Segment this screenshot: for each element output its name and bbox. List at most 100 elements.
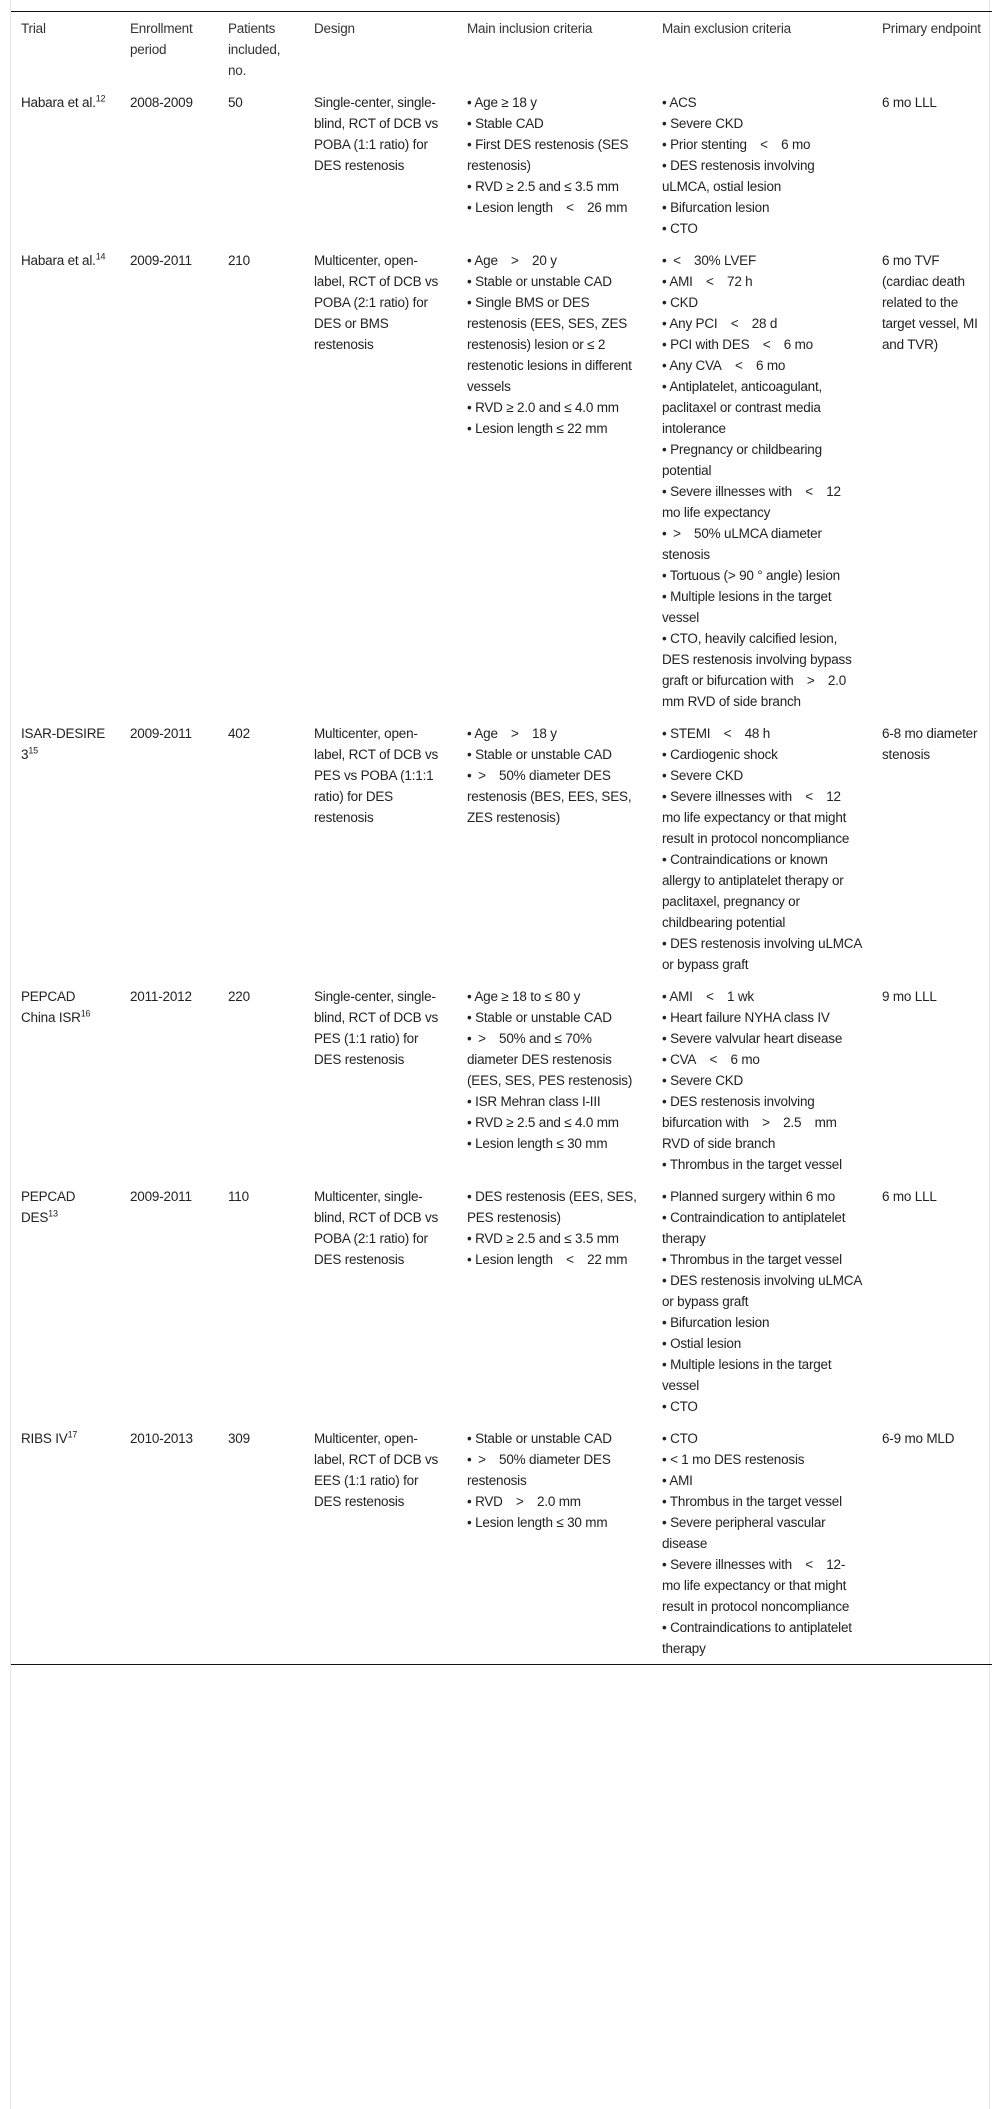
reference-superscript: 14 bbox=[95, 251, 106, 262]
exclusion-item: • Pregnancy or childbearing potential bbox=[662, 442, 822, 478]
table-row: PEPCAD DES13 2009-2011 110 Multicenter, sin… bbox=[11, 1180, 992, 1422]
trial-cell: PEPCAD China ISR16 bbox=[11, 980, 120, 1180]
patients-count: 210 bbox=[228, 253, 250, 268]
exclusion-item: • Heart failure NYHA class IV bbox=[662, 1010, 830, 1025]
patients-cell: 50 bbox=[218, 86, 304, 244]
exclusion-item: • Severe CKD bbox=[662, 116, 744, 131]
trial-name: Habara et al. bbox=[21, 95, 96, 110]
header-design: Design bbox=[314, 21, 355, 36]
exclusion-cell: • STEMI < 48 h • Cardiogenic shock • Sever… bbox=[652, 717, 872, 980]
trial-name: PEPCAD DES bbox=[21, 1189, 76, 1225]
primary-endpoint: 6 mo LLL bbox=[882, 95, 937, 110]
design-text: Multicenter, open-label, RCT of DCB vs P… bbox=[314, 726, 439, 825]
enrollment-period-cell: 2011-2012 bbox=[120, 980, 218, 1180]
inclusion-cell: • Age > 18 y • Stable or unstable CAD • > … bbox=[457, 717, 652, 980]
patients-cell: 210 bbox=[218, 244, 304, 717]
exclusion-item: • Contraindication to antiplatelet thera… bbox=[662, 1210, 846, 1246]
inclusion-item: • RVD > 2.0 mm bbox=[467, 1494, 581, 1509]
inclusion-item: • Lesion length ≤ 22 mm bbox=[467, 421, 608, 436]
inclusion-item: • Age > 18 y bbox=[467, 726, 557, 741]
exclusion-item: • Severe peripheral vascular disease bbox=[662, 1515, 826, 1551]
exclusion-item: • > 50% uLMCA diameter stenosis bbox=[662, 526, 822, 562]
exclusion-item: • Planned surgery within 6 mo bbox=[662, 1189, 836, 1204]
inclusion-item: • Lesion length < 26 mm bbox=[467, 200, 628, 215]
exclusion-item: • Any CVA < 6 mo bbox=[662, 358, 786, 373]
primary-endpoint-cell: 6-9 mo MLD bbox=[872, 1422, 992, 1665]
inclusion-item: • Lesion length ≤ 30 mm bbox=[467, 1136, 608, 1151]
design-text: Multicenter, open-label, RCT of DCB vs E… bbox=[314, 1431, 439, 1509]
inclusion-item: • > 50% diameter DES restenosis bbox=[467, 1452, 611, 1488]
table-row: RIBS IV17 2010-2013 309 Multicenter, open-l… bbox=[11, 1422, 992, 1665]
reference-superscript: 16 bbox=[80, 1008, 91, 1019]
exclusion-cell: • AMI < 1 wk • Heart failure NYHA class I… bbox=[652, 980, 872, 1180]
design-cell: Multicenter, single-blind, RCT of DCB vs… bbox=[304, 1180, 457, 1422]
exclusion-item: • Thrombus in the target vessel bbox=[662, 1494, 842, 1509]
header-primary-endpoint: Primary endpoint bbox=[882, 21, 981, 36]
exclusion-cell: • < 30% LVEF • AMI < 72 h • CKD • Any PCI <… bbox=[652, 244, 872, 717]
exclusion-item: • Multiple lesions in the target vessel bbox=[662, 589, 832, 625]
design-text: Single-center, single-blind, RCT of DCB … bbox=[314, 989, 439, 1067]
exclusion-item: • Severe CKD bbox=[662, 1073, 744, 1088]
trial-cell: ISAR-DESIRE 315 bbox=[11, 717, 120, 980]
enrollment-period: 2008-2009 bbox=[130, 95, 193, 110]
exclusion-item: • CKD bbox=[662, 295, 698, 310]
inclusion-cell: • Stable or unstable CAD • > 50% diameter… bbox=[457, 1422, 652, 1665]
trial-cell: PEPCAD DES13 bbox=[11, 1180, 120, 1422]
table-row: Habara et al.14 2009-2011 210 Multicenter, … bbox=[11, 244, 992, 717]
table-row: PEPCAD China ISR16 2011-2012 220 Single-cen… bbox=[11, 980, 992, 1180]
primary-endpoint: 6-9 mo MLD bbox=[882, 1431, 955, 1446]
inclusion-cell: • Age > 20 y • Stable or unstable CAD • Si… bbox=[457, 244, 652, 717]
design-cell: Multicenter, open-label, RCT of DCB vs P… bbox=[304, 244, 457, 717]
exclusion-item: • ACS bbox=[662, 95, 697, 110]
patients-count: 402 bbox=[228, 726, 250, 741]
primary-endpoint: 6 mo LLL bbox=[882, 1189, 937, 1204]
primary-endpoint-cell: 6 mo TVF (cardiac death related to the t… bbox=[872, 244, 992, 717]
inclusion-cell: • Age ≥ 18 y • Stable CAD • First DES rest… bbox=[457, 86, 652, 244]
exclusion-item: • Severe illnesses with < 12-mo life exp… bbox=[662, 1557, 850, 1614]
exclusion-item: • DES restenosis involving uLMCA or bypa… bbox=[662, 936, 862, 972]
inclusion-item: • Stable CAD bbox=[467, 116, 544, 131]
trial-name: ISAR-DESIRE 3 bbox=[21, 726, 106, 762]
inclusion-item: • > 50% diameter DES restenosis (BES, EE… bbox=[467, 768, 632, 825]
design-text: Multicenter, open-label, RCT of DCB vs P… bbox=[314, 253, 439, 352]
inclusion-item: • Lesion length < 22 mm bbox=[467, 1252, 628, 1267]
exclusion-item: • Multiple lesions in the target vessel bbox=[662, 1357, 832, 1393]
primary-endpoint-cell: 6 mo LLL bbox=[872, 86, 992, 244]
exclusion-item: • DES restenosis involving bifurcation w… bbox=[662, 1094, 837, 1151]
exclusion-item: • Bifurcation lesion bbox=[662, 1315, 770, 1330]
design-cell: Single-center, single-blind, RCT of DCB … bbox=[304, 86, 457, 244]
inclusion-item: • RVD ≥ 2.5 and ≤ 4.0 mm bbox=[467, 1115, 619, 1130]
page-frame bbox=[10, 0, 990, 2109]
table-header-row: Trial Enrollment period Patients include… bbox=[11, 11, 992, 87]
exclusion-item: • CTO bbox=[662, 1399, 698, 1414]
inclusion-item: • Age ≥ 18 y bbox=[467, 95, 537, 110]
enrollment-period: 2009-2011 bbox=[130, 1189, 192, 1204]
exclusion-item: • Severe valvular heart disease bbox=[662, 1031, 843, 1046]
table-row: Habara et al.12 2008-2009 50 Single-center,… bbox=[11, 86, 992, 244]
exclusion-item: • Antiplatelet, anticoagulant, paclitaxe… bbox=[662, 379, 823, 436]
header-inclusion: Main inclusion criteria bbox=[467, 21, 593, 36]
exclusion-item: • Ostial lesion bbox=[662, 1336, 742, 1351]
exclusion-item: • DES restenosis involving uLMCA or bypa… bbox=[662, 1273, 862, 1309]
inclusion-item: • Lesion length ≤ 30 mm bbox=[467, 1515, 608, 1530]
patients-count: 309 bbox=[228, 1431, 250, 1446]
exclusion-item: • CTO, heavily calcified lesion, DES res… bbox=[662, 631, 860, 709]
patients-cell: 110 bbox=[218, 1180, 304, 1422]
exclusion-cell: • ACS • Severe CKD • Prior stenting < 6 mo… bbox=[652, 86, 872, 244]
inclusion-item: • Stable or unstable CAD bbox=[467, 747, 612, 762]
exclusion-item: • Any PCI < 28 d bbox=[662, 316, 778, 331]
reference-superscript: 13 bbox=[48, 1208, 58, 1219]
reference-superscript: 15 bbox=[28, 745, 38, 756]
enrollment-period: 2011-2012 bbox=[130, 989, 192, 1004]
inclusion-item: • Age ≥ 18 to ≤ 80 y bbox=[467, 989, 581, 1004]
exclusion-item: • AMI bbox=[662, 1473, 693, 1488]
exclusion-item: • < 1 mo DES restenosis bbox=[662, 1452, 805, 1467]
header-patients: Patients included, no. bbox=[228, 21, 281, 78]
exclusion-cell: • CTO • < 1 mo DES restenosis • AMI • Throm… bbox=[652, 1422, 872, 1665]
primary-endpoint-cell: 6 mo LLL bbox=[872, 1180, 992, 1422]
trial-name: Habara et al. bbox=[21, 253, 96, 268]
inclusion-cell: • Age ≥ 18 to ≤ 80 y • Stable or unstable… bbox=[457, 980, 652, 1180]
inclusion-cell: • DES restenosis (EES, SES, PES restenos… bbox=[457, 1180, 652, 1422]
exclusion-item: • Cardiogenic shock bbox=[662, 747, 778, 762]
exclusion-item: • Tortuous (> 90 ° angle) lesion bbox=[662, 568, 840, 583]
